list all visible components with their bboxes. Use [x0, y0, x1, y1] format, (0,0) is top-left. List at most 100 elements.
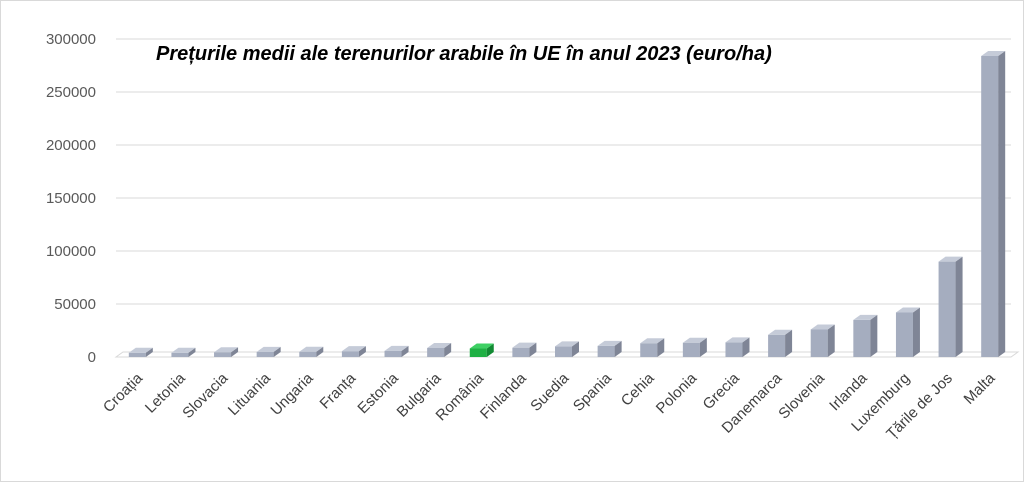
bar-top	[725, 337, 750, 343]
bar-top	[427, 342, 452, 348]
bar	[214, 347, 239, 357]
bar-top	[128, 347, 153, 353]
chart-title: Prețurile medii ale terenurilor arabile …	[156, 43, 772, 65]
bar-side	[486, 343, 494, 357]
bar-side	[273, 346, 281, 357]
bar-front	[256, 351, 274, 357]
y-tick-label: 200000	[46, 137, 96, 154]
bar-top	[512, 342, 537, 348]
bar-top	[597, 340, 622, 346]
x-tick-label: Ungaria	[267, 369, 317, 419]
gridlines	[114, 38, 1020, 358]
bar-front	[682, 342, 700, 357]
bar-side	[401, 345, 409, 357]
bar-front	[512, 347, 530, 357]
bar-front	[128, 352, 146, 357]
bar	[427, 342, 452, 357]
bar-front	[469, 348, 487, 357]
bar-front	[597, 345, 615, 357]
bar-front	[427, 347, 445, 357]
bar	[469, 343, 494, 357]
bar-top	[938, 256, 963, 262]
y-tick-label: 0	[88, 349, 96, 366]
bar	[171, 347, 196, 357]
bar-side	[231, 347, 239, 357]
x-tick-label: Croația	[100, 369, 147, 416]
bar-front	[895, 312, 913, 357]
y-tick-label: 100000	[46, 243, 96, 260]
bar-top	[214, 347, 239, 353]
bar-front	[299, 351, 317, 357]
bar-side	[998, 50, 1006, 358]
bar	[341, 346, 366, 357]
bar-front	[938, 261, 956, 357]
bar-front	[384, 350, 402, 357]
y-tick-label: 250000	[46, 84, 96, 101]
bar-side	[444, 342, 452, 357]
bar-top	[640, 338, 665, 344]
bar	[725, 337, 750, 357]
bar-side	[529, 342, 537, 357]
bar	[555, 341, 579, 357]
bar-front	[725, 342, 743, 357]
bar	[384, 345, 409, 357]
bar	[682, 337, 707, 357]
bar	[853, 314, 878, 357]
bar-front	[341, 351, 359, 357]
bar-side	[614, 340, 622, 357]
y-tick-label: 150000	[46, 190, 96, 207]
x-tick-label: Slovenia	[775, 369, 828, 422]
bar-front	[214, 352, 232, 357]
bar-side	[657, 338, 665, 357]
bar	[768, 329, 793, 357]
x-tick-label: Malta	[961, 369, 999, 407]
x-tick-label: Finlanda	[477, 369, 530, 422]
bar-side	[699, 337, 707, 357]
bar-top	[810, 324, 835, 330]
bar-side	[912, 307, 920, 357]
bar-top	[256, 346, 281, 352]
x-tick-label: România	[433, 369, 488, 424]
bar-side	[742, 337, 750, 357]
bar-side	[316, 346, 324, 357]
bar-side	[145, 347, 153, 357]
bar	[128, 347, 153, 357]
bar	[895, 307, 920, 357]
y-tick-label: 300000	[46, 31, 96, 48]
bar	[810, 324, 835, 357]
bar-front	[171, 352, 189, 357]
bar-top	[171, 347, 196, 353]
bar	[981, 50, 1006, 358]
bar-top	[384, 345, 409, 351]
bar-side	[955, 256, 963, 357]
bar-top	[981, 50, 1006, 56]
bar-side	[188, 347, 196, 357]
bar-side	[870, 314, 878, 357]
bar-side	[358, 346, 366, 357]
x-tick-label: Cehia	[618, 369, 658, 409]
bar	[938, 256, 963, 357]
bar-side	[785, 329, 793, 357]
bar-side	[827, 324, 835, 357]
bar-top	[682, 337, 707, 343]
bar	[256, 346, 281, 357]
bar-front	[981, 55, 999, 358]
bar-front	[768, 334, 786, 357]
bar	[512, 342, 537, 357]
bar-front	[853, 319, 871, 357]
bar	[640, 338, 665, 357]
y-tick-label: 50000	[54, 296, 96, 313]
x-tick-label: Polonia	[653, 369, 701, 417]
bar-top	[341, 346, 366, 352]
bar	[299, 346, 324, 357]
bar-top	[555, 341, 579, 347]
bar-top	[895, 307, 920, 313]
bar-side	[572, 341, 579, 357]
x-tick-label: Franța	[317, 369, 360, 412]
y-axis-ticks: 0 50000 100000 150000 200000 250000 300000	[46, 31, 96, 366]
x-tick-label: Spania	[570, 369, 616, 415]
bar-front	[555, 346, 572, 357]
x-tick-label: Suedia	[527, 369, 573, 415]
